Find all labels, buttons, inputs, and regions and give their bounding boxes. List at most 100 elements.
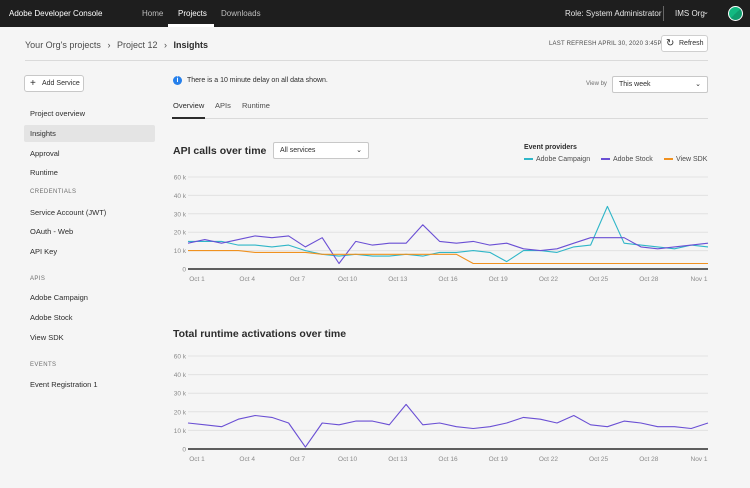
- x-tick-label: Oct 28: [639, 276, 659, 283]
- sidebar-item-runtime[interactable]: Runtime: [30, 168, 58, 177]
- y-tick-label: 30 k: [174, 391, 187, 398]
- breadcrumb-project[interactable]: Project 12: [116, 40, 158, 50]
- chevron-down-icon[interactable]: ⌄: [703, 9, 709, 16]
- last-refresh-label: LAST REFRESH APRIL 30, 2020 3:45PM: [549, 41, 667, 47]
- refresh-button-label: Refresh: [679, 40, 704, 47]
- x-tick-label: Oct 28: [639, 456, 659, 463]
- breadcrumb-current: Insights: [173, 40, 209, 50]
- view-by-select[interactable]: This week ⌄: [612, 76, 708, 93]
- sidebar-item-adobe-campaign[interactable]: Adobe Campaign: [30, 293, 88, 302]
- legend-item-view-sdk[interactable]: View SDK: [664, 156, 707, 163]
- add-service-label: Add Service: [42, 80, 80, 87]
- series-line[interactable]: [188, 250, 708, 265]
- sidebar-item-view-sdk[interactable]: View SDK: [30, 333, 64, 342]
- app-title[interactable]: Adobe Developer Console: [9, 9, 103, 18]
- x-tick-label: Oct 7: [290, 276, 306, 283]
- chevron-right-icon: ›: [164, 40, 167, 50]
- tab-apis[interactable]: APIs: [215, 101, 231, 110]
- legend-label: Adobe Campaign: [536, 156, 591, 163]
- sidebar-header-apis: APIS: [30, 276, 46, 282]
- api-calls-title: API calls over time: [173, 145, 267, 157]
- role-label: Role: System Administrator: [565, 9, 662, 18]
- x-tick-label: Oct 13: [388, 456, 408, 463]
- x-tick-label: Oct 10: [338, 276, 358, 283]
- y-tick-label: 30 k: [174, 211, 187, 218]
- refresh-icon: ↻: [666, 38, 675, 49]
- service-filter-value: All services: [280, 147, 316, 154]
- x-tick-label: Oct 7: [290, 456, 306, 463]
- y-tick-label: 40 k: [174, 372, 187, 379]
- x-tick-label: Nov 1: [691, 276, 708, 283]
- plus-icon: +: [30, 78, 36, 89]
- add-service-button[interactable]: + Add Service: [24, 75, 84, 92]
- info-icon: i: [173, 76, 182, 85]
- sidebar-header-events: EVENTS: [30, 362, 57, 368]
- top-bar: Adobe Developer Console Home Projects Do…: [0, 0, 750, 27]
- tab-overview[interactable]: Overview: [173, 101, 205, 110]
- view-by-label: View by: [586, 81, 607, 87]
- sidebar-item-oauth-web[interactable]: OAuth - Web: [30, 227, 74, 236]
- x-tick-label: Oct 25: [589, 456, 609, 463]
- nav-downloads[interactable]: Downloads: [221, 9, 261, 18]
- x-tick-label: Nov 1: [691, 456, 708, 463]
- tab-bar-divider: [172, 118, 708, 119]
- sidebar-item-api-key[interactable]: API Key: [30, 247, 58, 256]
- legend-swatch: [601, 158, 610, 160]
- x-tick-label: Oct 4: [239, 456, 255, 463]
- runtime-activations-title: Total runtime activations over time: [173, 328, 347, 340]
- legend-item-adobe-stock[interactable]: Adobe Stock: [601, 156, 653, 163]
- chevron-down-icon: ⌄: [695, 81, 701, 88]
- header-divider: [25, 60, 708, 61]
- breadcrumb-org-projects[interactable]: Your Org's projects: [25, 40, 101, 50]
- sidebar-item-service-account[interactable]: Service Account (JWT): [30, 208, 107, 217]
- org-switcher[interactable]: IMS Org: [675, 9, 705, 18]
- sidebar-header-credentials: CREDENTIALS: [30, 189, 77, 195]
- y-tick-label: 40 k: [174, 193, 187, 200]
- y-tick-label: 0: [182, 267, 186, 274]
- sidebar-item-adobe-stock[interactable]: Adobe Stock: [30, 313, 73, 322]
- legend-label: Adobe Stock: [613, 156, 653, 163]
- x-tick-label: Oct 22: [539, 456, 559, 463]
- y-tick-label: 60 k: [174, 354, 187, 361]
- x-tick-label: Oct 19: [489, 456, 509, 463]
- x-tick-label: Oct 25: [589, 276, 609, 283]
- legend-label: View SDK: [676, 156, 708, 163]
- tab-active-indicator: [172, 117, 205, 119]
- avatar[interactable]: [728, 6, 743, 21]
- x-tick-label: Oct 1: [189, 276, 205, 283]
- tab-runtime[interactable]: Runtime: [242, 101, 270, 110]
- series-line[interactable]: [187, 403, 709, 448]
- view-by-value: This week: [619, 81, 651, 88]
- series-line[interactable]: [188, 205, 709, 263]
- x-tick-label: Oct 19: [489, 276, 509, 283]
- y-tick-label: 10 k: [174, 248, 187, 255]
- legend-swatch: [664, 158, 673, 160]
- sidebar-item-insights[interactable]: Insights: [24, 125, 155, 142]
- legend-item-adobe-campaign[interactable]: Adobe Campaign: [524, 156, 590, 163]
- nav-home[interactable]: Home: [142, 9, 164, 18]
- delay-notice: There is a 10 minute delay on all data s…: [187, 77, 328, 84]
- service-filter-select[interactable]: All services ⌄: [273, 142, 369, 159]
- legend-title: Event providers: [524, 144, 577, 151]
- y-tick-label: 10 k: [174, 428, 187, 435]
- nav-active-indicator: [168, 24, 214, 27]
- x-tick-label: Oct 10: [338, 456, 358, 463]
- series-line[interactable]: [187, 224, 709, 265]
- x-tick-label: Oct 1: [189, 456, 205, 463]
- x-tick-label: Oct 16: [438, 276, 458, 283]
- x-tick-label: Oct 22: [539, 276, 559, 283]
- sidebar-item-event-registration[interactable]: Event Registration 1: [30, 380, 98, 389]
- legend-swatch: [524, 158, 533, 160]
- topbar-divider: [663, 6, 664, 21]
- refresh-button[interactable]: ↻ Refresh: [661, 35, 708, 52]
- chevron-down-icon: ⌄: [356, 147, 362, 154]
- sidebar-item-approval[interactable]: Approval: [30, 149, 60, 158]
- y-tick-label: 60 k: [174, 175, 187, 182]
- breadcrumb: Your Org's projects › Project 12 › Insig…: [25, 40, 212, 50]
- sidebar-item-project-overview[interactable]: Project overview: [30, 109, 86, 118]
- y-tick-label: 20 k: [174, 230, 187, 237]
- y-tick-label: 20 k: [174, 409, 187, 416]
- chevron-right-icon: ›: [107, 40, 111, 50]
- nav-projects[interactable]: Projects: [178, 9, 207, 18]
